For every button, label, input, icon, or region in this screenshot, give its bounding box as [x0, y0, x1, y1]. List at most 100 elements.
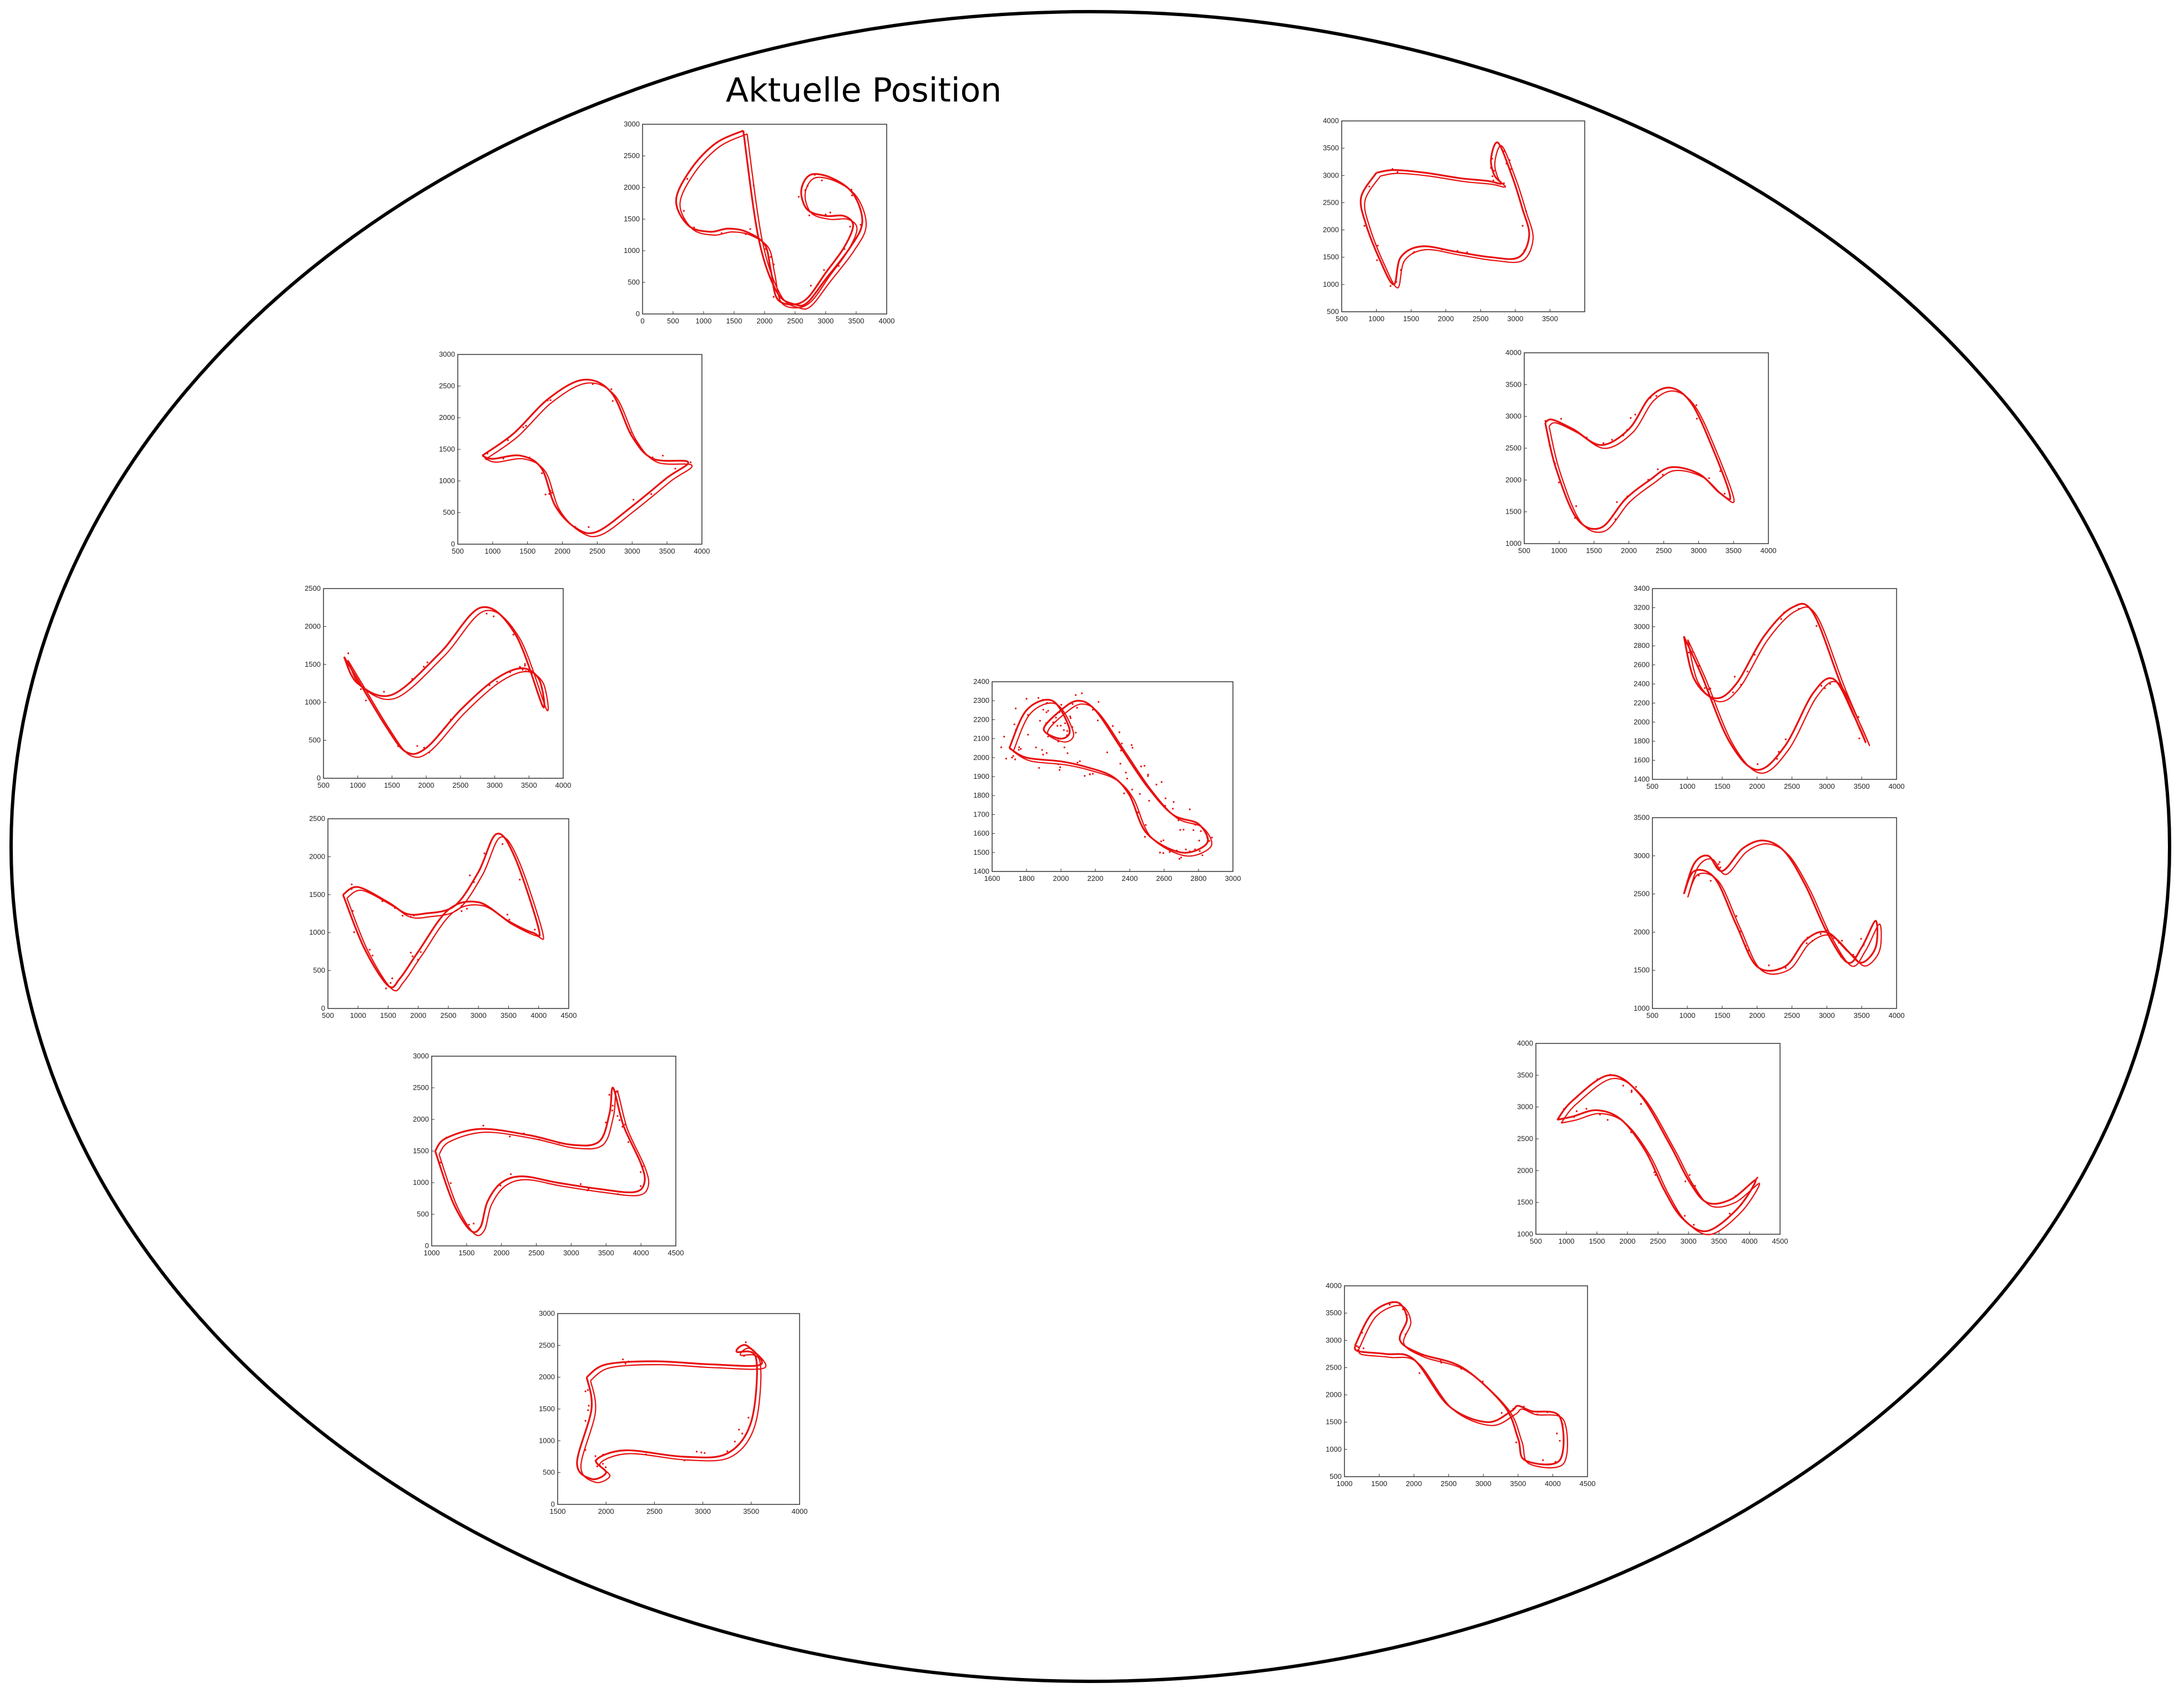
y-tick-label: 3000: [439, 350, 455, 358]
x-tick-label: 1000: [1559, 1237, 1575, 1245]
sample-point: [1020, 748, 1022, 750]
sample-point: [616, 1115, 619, 1117]
y-tick-label: 1500: [624, 215, 640, 223]
sample-point: [1069, 715, 1071, 718]
sample-point: [1585, 1108, 1588, 1110]
sample-point: [1160, 840, 1162, 843]
sample-point: [388, 732, 391, 734]
x-tick-label: 2500: [1440, 1479, 1457, 1488]
sample-point: [1854, 956, 1856, 958]
sample-point: [549, 399, 552, 402]
y-tick-label: 3200: [1634, 603, 1650, 611]
sample-point: [586, 1189, 589, 1192]
sample-point: [419, 951, 422, 953]
sample-point: [524, 665, 526, 667]
sample-point: [1542, 1459, 1544, 1461]
sample-point: [1066, 730, 1068, 732]
sample-point: [1622, 434, 1625, 437]
trajectory-trace: [482, 378, 689, 534]
sample-point: [449, 1182, 452, 1184]
x-tick-label: 1000: [1551, 546, 1567, 555]
sample-point: [1816, 625, 1818, 627]
sample-point: [1492, 179, 1494, 181]
y-tick-label: 2000: [539, 1373, 555, 1381]
sample-point: [578, 530, 580, 532]
plot-panel-4: 500 1000 1500 2000 2500 3000 3500 4000100015002…: [1505, 348, 1776, 555]
sample-point: [1844, 947, 1847, 950]
x-tick-label: 500: [1646, 1011, 1659, 1020]
trajectory-trace: [1354, 1301, 1565, 1466]
sample-point: [611, 1109, 613, 1112]
sample-point: [1185, 848, 1187, 850]
x-tick-label: 2600: [1156, 874, 1172, 883]
sample-point: [1047, 709, 1049, 712]
sample-point: [1733, 676, 1736, 678]
x-tick-label: 3500: [1854, 782, 1870, 790]
x-tick-label: 1500: [1586, 546, 1602, 555]
trajectory-trace-second-pass: [1548, 390, 1735, 533]
sample-point: [1745, 945, 1747, 947]
sample-point: [1106, 751, 1108, 753]
plot-axes-box: [1535, 1043, 1781, 1235]
plot-axes-box: [323, 588, 564, 779]
y-tick-label: 4000: [1517, 1039, 1533, 1047]
sample-point: [1640, 1103, 1642, 1105]
sample-point: [528, 457, 531, 459]
sample-point: [1126, 777, 1128, 780]
x-tick-label: 2800: [1191, 874, 1207, 883]
y-tick-label: 1000: [305, 698, 321, 706]
y-tick-label: 2800: [1634, 641, 1650, 650]
sample-point: [1735, 915, 1737, 918]
sample-point: [1819, 933, 1822, 935]
y-tick-label: 1500: [413, 1147, 429, 1155]
y-tick-label: 0: [451, 540, 455, 548]
sample-point: [690, 461, 692, 464]
sample-point: [1000, 746, 1002, 748]
x-tick-label: 1000: [1368, 315, 1384, 323]
sample-point: [1079, 760, 1081, 762]
x-tick-label: 1000: [350, 781, 366, 789]
sample-point: [1412, 252, 1414, 254]
x-tick-label: 500: [667, 317, 679, 325]
sample-point: [851, 189, 853, 191]
x-tick-label: 1000: [696, 317, 712, 325]
sample-point: [749, 228, 751, 230]
sample-point: [1162, 852, 1164, 854]
x-tick-label: 3000: [818, 317, 834, 325]
plot-panels: 0 500 1000 1500 2000 2500 3000 3500 400005001000…: [305, 116, 1904, 1515]
sample-point: [397, 745, 400, 747]
sample-point: [1756, 1177, 1758, 1179]
sample-point: [1055, 717, 1057, 719]
plot-axes-box: [557, 1313, 800, 1505]
sample-point: [1081, 692, 1083, 695]
sample-point: [1071, 726, 1074, 728]
sample-point: [1137, 812, 1139, 814]
sample-point: [584, 1449, 587, 1451]
sample-point: [747, 1417, 750, 1419]
sample-point: [1599, 1113, 1601, 1116]
sample-point: [1428, 1356, 1430, 1358]
sample-point: [499, 1184, 502, 1187]
sample-point: [1404, 1333, 1407, 1335]
sample-point: [1046, 702, 1048, 704]
sample-point: [772, 296, 775, 298]
sample-point: [1806, 942, 1808, 944]
sample-point: [534, 929, 536, 931]
sample-point: [1611, 515, 1614, 517]
sample-point: [502, 843, 504, 845]
y-tick-label: 2000: [413, 1115, 429, 1123]
sample-point: [1708, 688, 1710, 690]
sample-point: [616, 1090, 619, 1092]
sample-point: [1841, 940, 1843, 942]
sample-point: [1784, 967, 1787, 969]
sample-point: [611, 400, 614, 402]
x-tick-label: 1000: [1679, 1011, 1695, 1020]
sample-point: [1042, 753, 1044, 756]
sample-point: [497, 1184, 499, 1187]
x-tick-label: 3000: [1475, 1479, 1492, 1488]
sample-point: [483, 852, 486, 854]
sample-point: [1492, 175, 1494, 178]
x-tick-label: 2000: [1053, 874, 1069, 883]
sample-point: [417, 959, 419, 961]
x-tick-label: 4000: [1889, 782, 1905, 790]
